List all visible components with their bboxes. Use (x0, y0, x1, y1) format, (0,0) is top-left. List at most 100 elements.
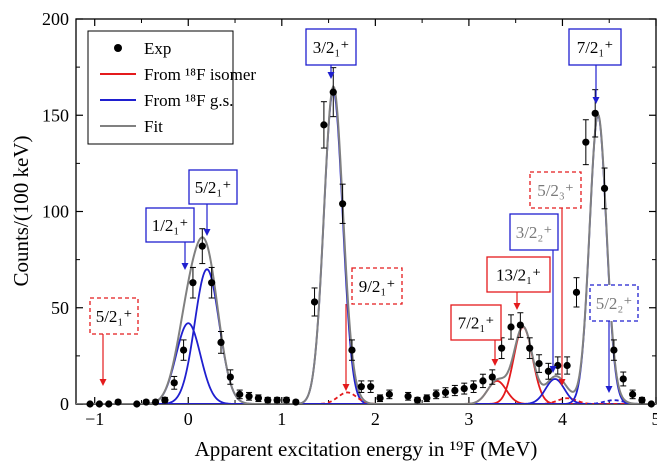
data-point (133, 400, 141, 408)
x-tick-label: 0 (184, 409, 193, 429)
data-point (423, 394, 431, 402)
data-point (479, 377, 487, 385)
peak-label-text: 9/2₁⁺ (359, 277, 396, 296)
peak-curve-gs (76, 113, 656, 404)
data-point (226, 373, 234, 381)
peak-annotations: 5/2₁⁺ 1/2₁⁺ 5/2₁⁺ 3/2₁⁺ 9/2₁⁺ 7/2₁⁺ 13/2₁⁺ 3/2₂… (89, 28, 639, 393)
peak-label-box (305, 28, 357, 66)
data-point (245, 392, 253, 400)
data-point (217, 338, 225, 346)
data-points (86, 67, 655, 408)
data-point (208, 279, 216, 287)
peak-arrow-head (203, 229, 211, 236)
data-point (282, 396, 291, 404)
peak-arrow-head (342, 384, 350, 391)
peak-label-box (351, 267, 403, 305)
fit-curves (76, 84, 656, 404)
data-point (647, 400, 655, 408)
peak-label-text: 5/2₃⁺ (537, 181, 574, 200)
peak-curve-gs (76, 268, 656, 404)
data-point (105, 400, 113, 408)
peak-label-text: 13/2₁⁺ (496, 266, 541, 285)
data-point (600, 184, 609, 192)
peak-arrow-head (558, 379, 566, 386)
legend-label: From ¹⁸F g.s. (144, 91, 233, 110)
peak-label-text: 5/2₂⁺ (596, 294, 633, 313)
peak-arrow-head (327, 72, 335, 79)
peak-label-box (509, 213, 559, 251)
peak-label-box (145, 207, 195, 243)
peak-label-box (486, 256, 551, 293)
peak-arrow-head (549, 366, 557, 373)
data-point (507, 323, 515, 331)
peak-label-box (589, 284, 639, 322)
data-point (264, 396, 272, 404)
x-tick-label: 3 (464, 409, 473, 429)
data-point (432, 390, 440, 398)
data-point (498, 344, 506, 352)
data-point (441, 388, 450, 397)
data-point (189, 279, 197, 287)
data-point (638, 396, 646, 404)
x-tick-label: 1 (277, 409, 286, 429)
data-point (310, 298, 319, 306)
data-point (385, 390, 393, 398)
peak-label-box (450, 304, 502, 341)
data-point (179, 346, 188, 354)
fit-curve (76, 84, 656, 404)
peak-label-box (188, 169, 238, 205)
data-point (376, 394, 384, 402)
y-tick-label: 200 (42, 9, 69, 29)
peak-label-text: 5/2₁⁺ (195, 178, 232, 197)
data-point (86, 400, 94, 408)
x-tick-label: 2 (371, 409, 380, 429)
y-tick-label: 0 (60, 394, 69, 414)
data-point (329, 88, 337, 96)
data-point (488, 373, 496, 381)
data-point (629, 390, 637, 398)
data-point (526, 344, 534, 352)
data-point (404, 392, 412, 400)
data-point (460, 385, 468, 393)
data-point (151, 398, 160, 406)
data-point (142, 398, 150, 406)
data-point (544, 367, 553, 375)
data-point (469, 383, 478, 391)
legend-marker (114, 44, 122, 52)
peak-label-text: 7/2₁⁺ (458, 314, 495, 333)
data-point (451, 386, 459, 395)
peak-curve-gs (76, 378, 656, 404)
x-tick-label: −1 (85, 409, 104, 429)
data-point (254, 394, 263, 402)
peak-label-box (89, 297, 139, 335)
data-point (236, 390, 244, 398)
peak-label-box (568, 28, 622, 66)
x-tick-label: 4 (558, 409, 567, 429)
data-point (582, 138, 590, 146)
legend-label: From ¹⁸F isomer (144, 65, 256, 84)
peak-label-box (529, 171, 582, 209)
data-point (619, 375, 627, 383)
peak-label-text: 5/2₁⁺ (96, 307, 133, 326)
legend-label: Exp (144, 39, 171, 58)
data-point (413, 396, 422, 404)
data-point (273, 396, 281, 404)
legend: Exp From ¹⁸F isomer From ¹⁸F g.s. Fit (87, 30, 256, 145)
data-point (114, 398, 122, 406)
data-point (348, 346, 356, 354)
peak-arrow-head (605, 386, 613, 393)
x-axis-label: Apparent excitation energy in ¹⁹F (MeV) (195, 437, 538, 461)
peak-arrow-head (592, 97, 600, 104)
data-point (339, 200, 347, 208)
data-point (516, 321, 524, 329)
data-point (357, 383, 365, 391)
peak-arrow-head (181, 263, 189, 270)
data-point (591, 109, 599, 117)
peak-arrow-head (491, 359, 499, 366)
peak-arrow-head (99, 379, 107, 386)
peak-arrow-head (513, 303, 521, 310)
legend-label: Fit (144, 117, 163, 136)
y-tick-label: 150 (42, 105, 69, 125)
